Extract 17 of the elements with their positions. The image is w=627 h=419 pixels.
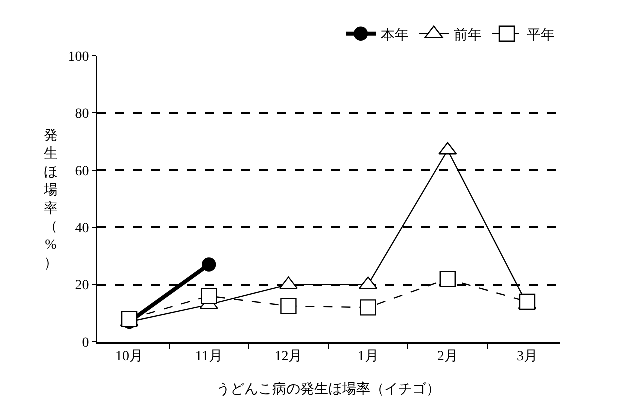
y-tick-label: 20 [75,278,90,294]
y-tick-label: 80 [75,107,90,122]
legend-label: 本年 [381,27,409,44]
y-tick-label: 0 [82,336,90,351]
legend-label: 平年 [527,27,555,44]
x-axis-title: うどんこ病の発生ほ場率（イチゴ） [216,381,440,398]
x-tick-label: 12月 [274,350,303,365]
legend-label: 前年 [454,27,482,44]
x-tick-label: 11月 [195,350,223,365]
y-tick-label: 60 [75,164,90,180]
y-axis-title: 発生ほ場率（%） [43,128,58,272]
x-tick-label: 3月 [516,350,538,365]
x-tick-label: 1月 [358,350,379,365]
y-tick-label: 100 [68,50,90,65]
x-tick-label: 10月 [116,350,144,365]
y-tick-label: 40 [75,222,90,236]
x-tick-label: 2月 [437,350,458,365]
